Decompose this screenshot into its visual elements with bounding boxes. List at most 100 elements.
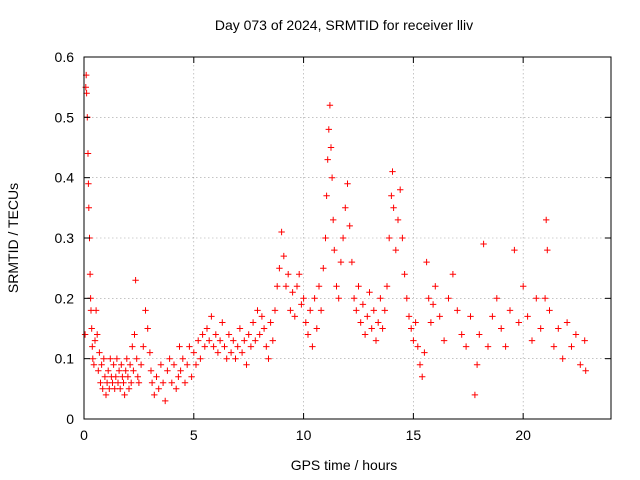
data-point	[188, 373, 195, 380]
data-point	[109, 379, 116, 386]
data-point	[203, 325, 211, 332]
data-point	[493, 295, 500, 302]
data-point	[166, 355, 173, 362]
data-point	[195, 337, 202, 344]
data-point	[425, 295, 432, 302]
data-point	[89, 355, 96, 362]
data-point	[107, 355, 114, 362]
data-point	[192, 361, 200, 368]
data-point	[555, 325, 562, 332]
data-point	[355, 283, 362, 290]
data-point	[445, 295, 452, 302]
data-point	[128, 379, 135, 386]
data-point	[546, 307, 553, 314]
data-point	[247, 343, 255, 350]
y-tick-label: 0.5	[55, 109, 75, 125]
data-point	[392, 246, 399, 254]
data-point	[132, 277, 139, 284]
data-point	[541, 295, 549, 302]
data-point	[361, 331, 369, 338]
data-point	[309, 343, 316, 350]
data-point	[471, 391, 479, 399]
data-point	[416, 361, 424, 368]
data-point	[159, 379, 167, 386]
data-point	[473, 361, 481, 368]
data-point	[258, 313, 266, 320]
data-point	[92, 307, 100, 314]
data-point	[98, 361, 105, 368]
data-point	[533, 295, 540, 302]
data-point	[372, 337, 380, 344]
data-point	[327, 144, 335, 151]
data-point	[498, 325, 505, 332]
chart-title: Day 073 of 2024, SRMTID for receiver lli…	[215, 17, 473, 33]
data-point	[326, 102, 334, 109]
data-point	[135, 379, 143, 386]
data-point	[511, 246, 518, 254]
data-point	[170, 361, 178, 368]
data-point	[90, 361, 98, 368]
data-point	[241, 337, 248, 344]
data-point	[111, 385, 118, 392]
data-point	[379, 325, 386, 332]
data-point	[140, 343, 147, 350]
data-point	[339, 234, 347, 242]
data-point	[394, 216, 402, 224]
data-point	[199, 331, 206, 338]
data-point	[577, 361, 584, 368]
data-point	[113, 355, 121, 362]
y-tick-label: 0.2	[55, 290, 75, 306]
data-point	[252, 337, 259, 344]
data-point	[256, 331, 263, 338]
data-point	[389, 168, 396, 175]
data-point	[142, 307, 149, 314]
data-point	[386, 234, 393, 242]
data-point	[325, 126, 332, 133]
data-point	[118, 361, 125, 368]
data-point	[344, 180, 351, 187]
data-point	[181, 379, 189, 386]
data-point	[550, 343, 558, 350]
data-point	[234, 343, 241, 350]
data-point	[304, 331, 312, 338]
data-point	[125, 385, 133, 392]
data-point	[432, 283, 439, 290]
data-point	[86, 271, 94, 278]
data-point	[216, 337, 224, 344]
data-point	[377, 295, 384, 302]
plot-frame	[83, 56, 612, 420]
data-point	[131, 331, 138, 338]
data-point	[335, 295, 342, 302]
data-point	[101, 373, 109, 380]
data-point	[364, 313, 371, 320]
data-point	[300, 295, 307, 302]
data-point	[408, 325, 415, 332]
data-point	[454, 307, 461, 314]
data-point	[544, 246, 551, 254]
data-point	[289, 289, 296, 296]
data-point	[106, 385, 113, 392]
data-point	[100, 355, 107, 362]
data-point	[323, 192, 330, 199]
data-point	[96, 349, 103, 356]
data-point	[173, 385, 180, 392]
data-point	[515, 319, 522, 326]
x-tick-label: 10	[296, 427, 312, 443]
data-point	[436, 313, 443, 320]
data-point	[322, 234, 329, 242]
x-tick-label: 15	[406, 427, 422, 443]
data-point	[227, 349, 235, 356]
data-point	[381, 307, 388, 314]
y-tick-label: 0	[66, 411, 74, 427]
data-point	[506, 307, 514, 314]
data-point	[317, 307, 325, 314]
data-point	[190, 349, 197, 356]
data-point	[122, 367, 129, 374]
data-point	[274, 283, 281, 290]
data-point	[403, 295, 410, 302]
data-point	[307, 307, 314, 314]
data-point	[88, 325, 95, 332]
data-point	[134, 373, 141, 380]
